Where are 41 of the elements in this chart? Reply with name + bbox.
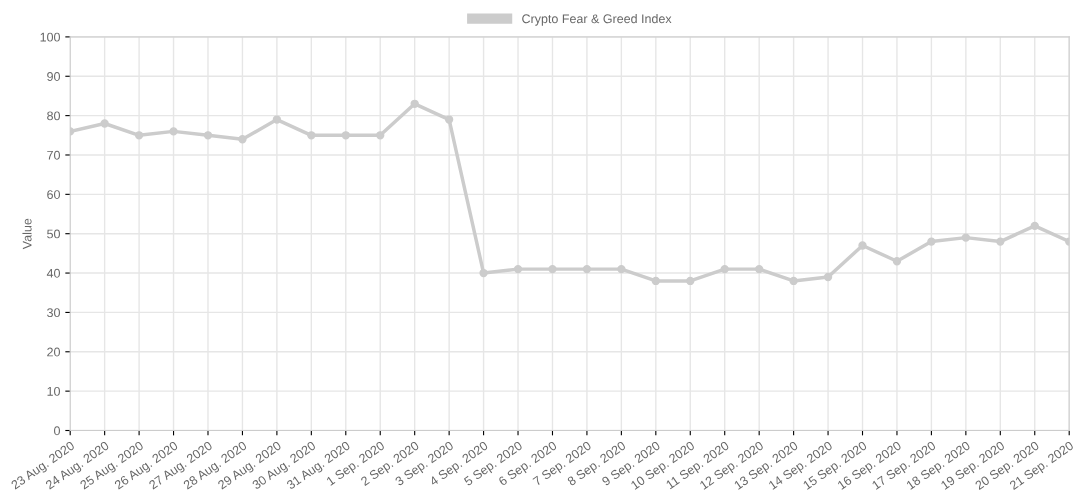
point (582, 264, 592, 274)
point (823, 272, 833, 282)
point (789, 276, 798, 286)
y-tick-label: 50 (47, 229, 60, 239)
y-axis-title: Value (22, 218, 32, 250)
y-tick-label: 40 (46, 268, 60, 278)
point (996, 237, 1005, 246)
point (238, 135, 247, 144)
y-tick-label: 70 (47, 150, 60, 160)
y-tick-label: 10 (47, 386, 60, 396)
point (686, 276, 695, 286)
y-tick-label: 60 (47, 190, 60, 199)
legend-label: Crypto Fear & Greed Index (522, 14, 672, 26)
point (341, 131, 350, 140)
point (548, 264, 557, 274)
point (444, 115, 454, 124)
point (100, 119, 109, 128)
point (754, 264, 764, 274)
point (376, 131, 385, 140)
y-tick-label: 90 (47, 72, 60, 81)
point (203, 131, 213, 140)
point (134, 131, 144, 140)
y-tick-label: 30 (47, 308, 60, 318)
point (892, 257, 902, 266)
point (720, 264, 729, 274)
point (513, 264, 523, 274)
y-tick-label: 20 (47, 347, 60, 357)
point (927, 237, 936, 246)
point (307, 131, 316, 140)
y-tick-label: 80 (47, 111, 60, 121)
y-tick-label: 100 (40, 32, 60, 42)
point (1030, 221, 1039, 230)
point (169, 127, 178, 136)
point (858, 241, 867, 250)
point (617, 264, 626, 274)
point (272, 115, 282, 124)
point (961, 233, 971, 242)
point (410, 99, 419, 108)
point (479, 268, 488, 278)
y-tick-label: 0 (54, 426, 60, 436)
point (651, 276, 660, 286)
